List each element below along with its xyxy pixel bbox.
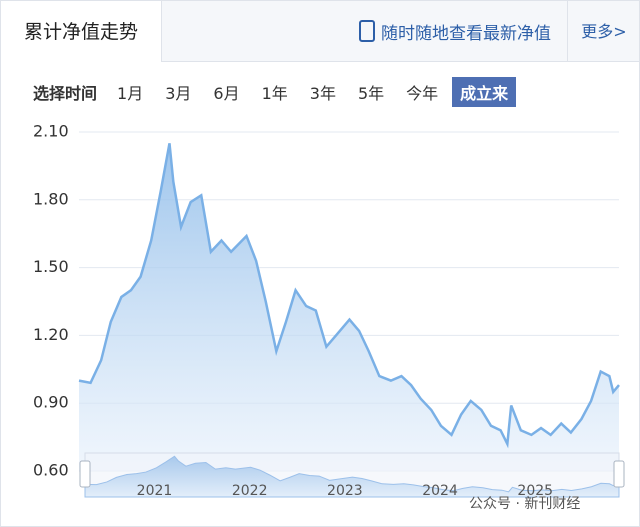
watermark: 公众号 · 新刊财经 [469, 496, 581, 512]
x-tick-label: 2022 [232, 483, 268, 499]
range-button[interactable]: 今年 [406, 84, 439, 103]
range-button[interactable]: 5年 [357, 84, 385, 103]
area-fill [79, 143, 619, 472]
app-link[interactable]: 随时随地查看最新净值 [359, 19, 551, 44]
navigator-handle [613, 460, 625, 488]
header: 累计净值走势 随时随地查看最新净值 更多> [1, 1, 639, 62]
range-button[interactable]: 3年 [309, 84, 336, 103]
x-tick-label: 2023 [327, 483, 363, 499]
y-tick-label: 1.80 [33, 189, 69, 208]
range-button[interactable]: 6月 [213, 84, 240, 103]
time-range: 选择时间 1月 3月 6月 1年 3年 5年 今年 成立来 [27, 77, 522, 107]
line [78, 143, 620, 449]
range-button[interactable]: 3月 [165, 84, 192, 103]
range-button[interactable]: 1年 [261, 84, 288, 103]
more-link[interactable]: 更多> [567, 1, 640, 61]
navigator-area [84, 455, 620, 498]
y-tick-label: 2.10 [33, 122, 69, 141]
range-button[interactable]: 1月 [117, 84, 144, 103]
app-link-text[interactable]: 随时随地查看最新净值 [381, 24, 551, 44]
phone-icon [359, 20, 375, 42]
range-button[interactable]: 成立来 [452, 77, 517, 107]
navigator-handle [79, 460, 91, 488]
x-tick-label: 2025 [517, 483, 553, 499]
y-tick-label: 0.90 [33, 393, 69, 412]
x-tick-label: 2021 [137, 483, 173, 499]
y-tick-label: 1.20 [33, 325, 69, 344]
y-tick-label: 0.60 [33, 461, 69, 480]
range-label: 选择时间 [33, 84, 98, 103]
y-tick-label: 1.50 [33, 257, 69, 276]
x-tick-label: 2024 [422, 483, 458, 499]
tab[interactable]: 累计净值走势 [1, 1, 162, 62]
